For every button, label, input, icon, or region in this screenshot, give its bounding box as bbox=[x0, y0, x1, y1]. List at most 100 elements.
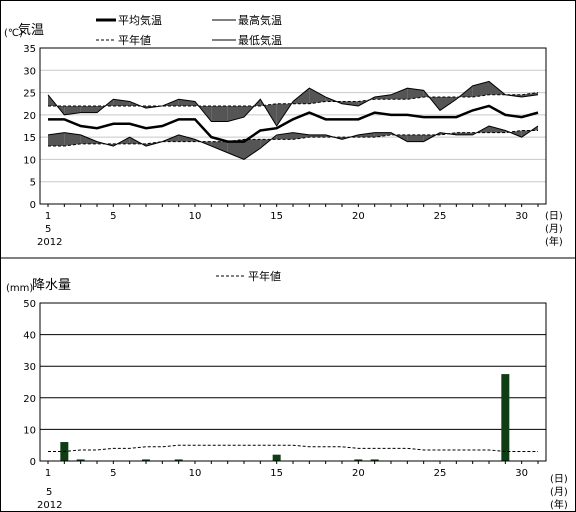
precip-ytick-label: 30 bbox=[23, 362, 36, 373]
normal-max-line bbox=[48, 92, 539, 107]
min-anomaly-fill bbox=[48, 132, 65, 147]
precip-xtick-label: 25 bbox=[434, 468, 447, 479]
precip-bars bbox=[60, 374, 510, 461]
precip-unit-label: (mm) bbox=[6, 283, 33, 294]
min-anomaly-fill bbox=[64, 132, 81, 147]
temp-xtick-label: 10 bbox=[189, 211, 202, 222]
precip-bar bbox=[272, 454, 281, 461]
precip-xtick-label: 10 bbox=[189, 468, 202, 479]
max-temp-line bbox=[47, 80, 539, 127]
temp-xtick-label: 1 bbox=[45, 211, 51, 222]
precip-normal-line bbox=[48, 444, 538, 453]
temp-ytick-label: 25 bbox=[23, 89, 36, 100]
precip-bar bbox=[76, 459, 85, 461]
temp-xtick-label: 5 bbox=[110, 211, 116, 222]
temp-month-label: 5 bbox=[45, 224, 51, 235]
max-anomaly-fill bbox=[227, 105, 244, 122]
min-anomaly-fill bbox=[489, 126, 506, 133]
precip-day-suffix: (日) bbox=[550, 474, 568, 485]
precip-bar bbox=[370, 459, 379, 461]
precip-year-label: 2012 bbox=[37, 500, 62, 511]
precip-xtick-label: 1 bbox=[45, 468, 51, 479]
max-anomaly-fill bbox=[374, 94, 391, 100]
temp-ytick-label: 0 bbox=[30, 200, 36, 211]
temp-day-suffix: (日) bbox=[545, 211, 563, 222]
precip-normal-polyline bbox=[48, 444, 538, 453]
precip-ytick-label: 50 bbox=[23, 299, 36, 310]
temp-gridlines bbox=[40, 47, 546, 205]
precip-xtick-label: 15 bbox=[270, 468, 283, 479]
max-anomaly-fill bbox=[407, 88, 424, 100]
max-anomaly-fill bbox=[178, 99, 195, 106]
min-anomaly-fill bbox=[358, 132, 375, 138]
precip-ytick-label: 40 bbox=[23, 331, 36, 342]
precip-xtick-label: 30 bbox=[515, 468, 528, 479]
temp-month-suffix: (月) bbox=[545, 223, 563, 235]
min-anomaly-fill bbox=[309, 134, 326, 138]
temp-xaxis-suffixes: (日) (月) (年) 5 2012 bbox=[37, 211, 563, 248]
min-anomaly-fill bbox=[227, 139, 244, 160]
precip-month-suffix: (月) bbox=[550, 486, 568, 498]
precip-ytick-label: 10 bbox=[23, 425, 36, 436]
precip-title: 降水量 bbox=[32, 278, 71, 293]
legend-min-label: 最低気温 bbox=[238, 33, 282, 47]
temp-year-suffix: (年) bbox=[545, 235, 563, 248]
normal-min-line bbox=[48, 129, 538, 147]
temp-ytick-label: 30 bbox=[23, 66, 36, 77]
temp-ytick-label: 20 bbox=[23, 111, 36, 122]
temp-title: 気温 bbox=[18, 22, 44, 38]
precip-xaxis-suffixes: (日) (月) (年) 5 2012 bbox=[37, 474, 568, 511]
min-anomaly-fill bbox=[407, 134, 424, 142]
precip-xtick-label: 20 bbox=[352, 468, 365, 479]
temp-ytick-label: 10 bbox=[23, 155, 36, 166]
legend-normal-label: 平年値 bbox=[118, 33, 151, 47]
max-anomaly-fill bbox=[358, 97, 375, 106]
max-anomaly-fill bbox=[342, 101, 359, 106]
min-anomaly-fill bbox=[211, 141, 228, 153]
precip-gridlines bbox=[40, 302, 546, 462]
max-anomaly-fill bbox=[64, 105, 81, 115]
precip-xtick-label: 5 bbox=[110, 468, 116, 479]
precip-ytick-label: 0 bbox=[30, 457, 36, 468]
min-anomaly-fill bbox=[244, 139, 261, 160]
precip-bar bbox=[142, 459, 150, 461]
temp-xtick-label: 25 bbox=[434, 211, 447, 222]
temp-ytick-label: 15 bbox=[23, 133, 36, 144]
temp-header: (℃) 気温 平均気温 最高気温 平年値 最低気温 bbox=[4, 13, 282, 47]
precip-header: (mm) 降水量 平年値 bbox=[6, 269, 281, 294]
precip-bar bbox=[354, 459, 363, 461]
min-temp-line bbox=[47, 125, 539, 160]
temp-xtick-label: 30 bbox=[515, 211, 528, 222]
precip-year-suffix: (年) bbox=[550, 498, 568, 511]
max-anomaly-fill bbox=[309, 88, 326, 104]
legend-max-label: 最高気温 bbox=[238, 13, 282, 27]
max-anomaly-fill bbox=[391, 88, 408, 100]
precip-bar bbox=[501, 374, 510, 461]
precip-legend-normal-label: 平年値 bbox=[248, 269, 281, 283]
temp-plot-frame bbox=[39, 47, 547, 205]
avg-temp-line bbox=[48, 104, 539, 143]
precip-bar bbox=[174, 459, 183, 461]
max-anomaly-fill bbox=[80, 105, 97, 113]
max-anomaly-fill bbox=[472, 81, 489, 98]
temp-year-label: 2012 bbox=[37, 237, 62, 248]
legend-avg-label: 平均気温 bbox=[118, 13, 162, 27]
temp-xtick-label: 15 bbox=[270, 211, 283, 222]
min-anomaly-fill bbox=[456, 132, 473, 135]
temp-ytick-label: 5 bbox=[30, 178, 36, 189]
min-anomaly-fill bbox=[374, 132, 391, 138]
precip-month-label: 5 bbox=[46, 487, 52, 498]
precip-plot-frame bbox=[39, 302, 547, 462]
precip-ytick-label: 20 bbox=[23, 394, 36, 405]
min-anomaly-fill bbox=[178, 134, 195, 142]
min-anomaly-fill bbox=[80, 134, 97, 144]
temp-xtick-label: 20 bbox=[352, 211, 365, 222]
temp-ytick-label: 35 bbox=[23, 44, 36, 55]
